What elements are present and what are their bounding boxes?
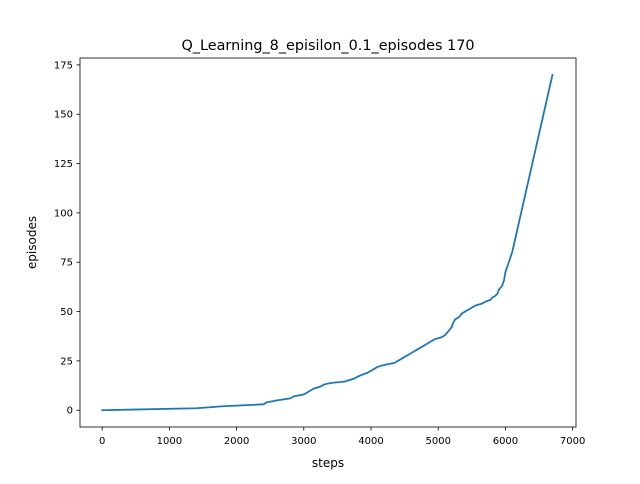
x-tick-label: 2000 xyxy=(224,436,249,447)
x-tick-label: 5000 xyxy=(425,436,450,447)
x-tick-label: 7000 xyxy=(560,436,585,447)
x-tick-label: 4000 xyxy=(358,436,383,447)
y-tick-label: 50 xyxy=(60,307,73,318)
x-tick-label: 0 xyxy=(99,436,105,447)
y-tick-label: 25 xyxy=(60,356,73,367)
y-tick-label: 75 xyxy=(60,258,73,269)
y-axis-label: episodes xyxy=(25,216,39,269)
y-tick-label: 175 xyxy=(54,60,73,71)
y-tick-label: 150 xyxy=(54,110,73,121)
chart-title: Q_Learning_8_episilon_0.1_episodes 170 xyxy=(181,38,474,54)
series-layer xyxy=(101,73,554,412)
x-tick-label: 3000 xyxy=(291,436,316,447)
y-tick-label: 125 xyxy=(54,159,73,170)
y-tick-label: 100 xyxy=(54,208,73,219)
axis-ticks: 0 1000 2000 3000 4000 5000 6000 7000 0 25 50 75 100 1… xyxy=(54,60,585,447)
x-tick-label: 1000 xyxy=(157,436,182,447)
plot-frame xyxy=(79,57,577,428)
x-axis-label: steps xyxy=(312,456,344,470)
x-tick-label: 6000 xyxy=(493,436,518,447)
series-line-0 xyxy=(101,73,554,412)
y-tick-label: 0 xyxy=(67,406,73,417)
